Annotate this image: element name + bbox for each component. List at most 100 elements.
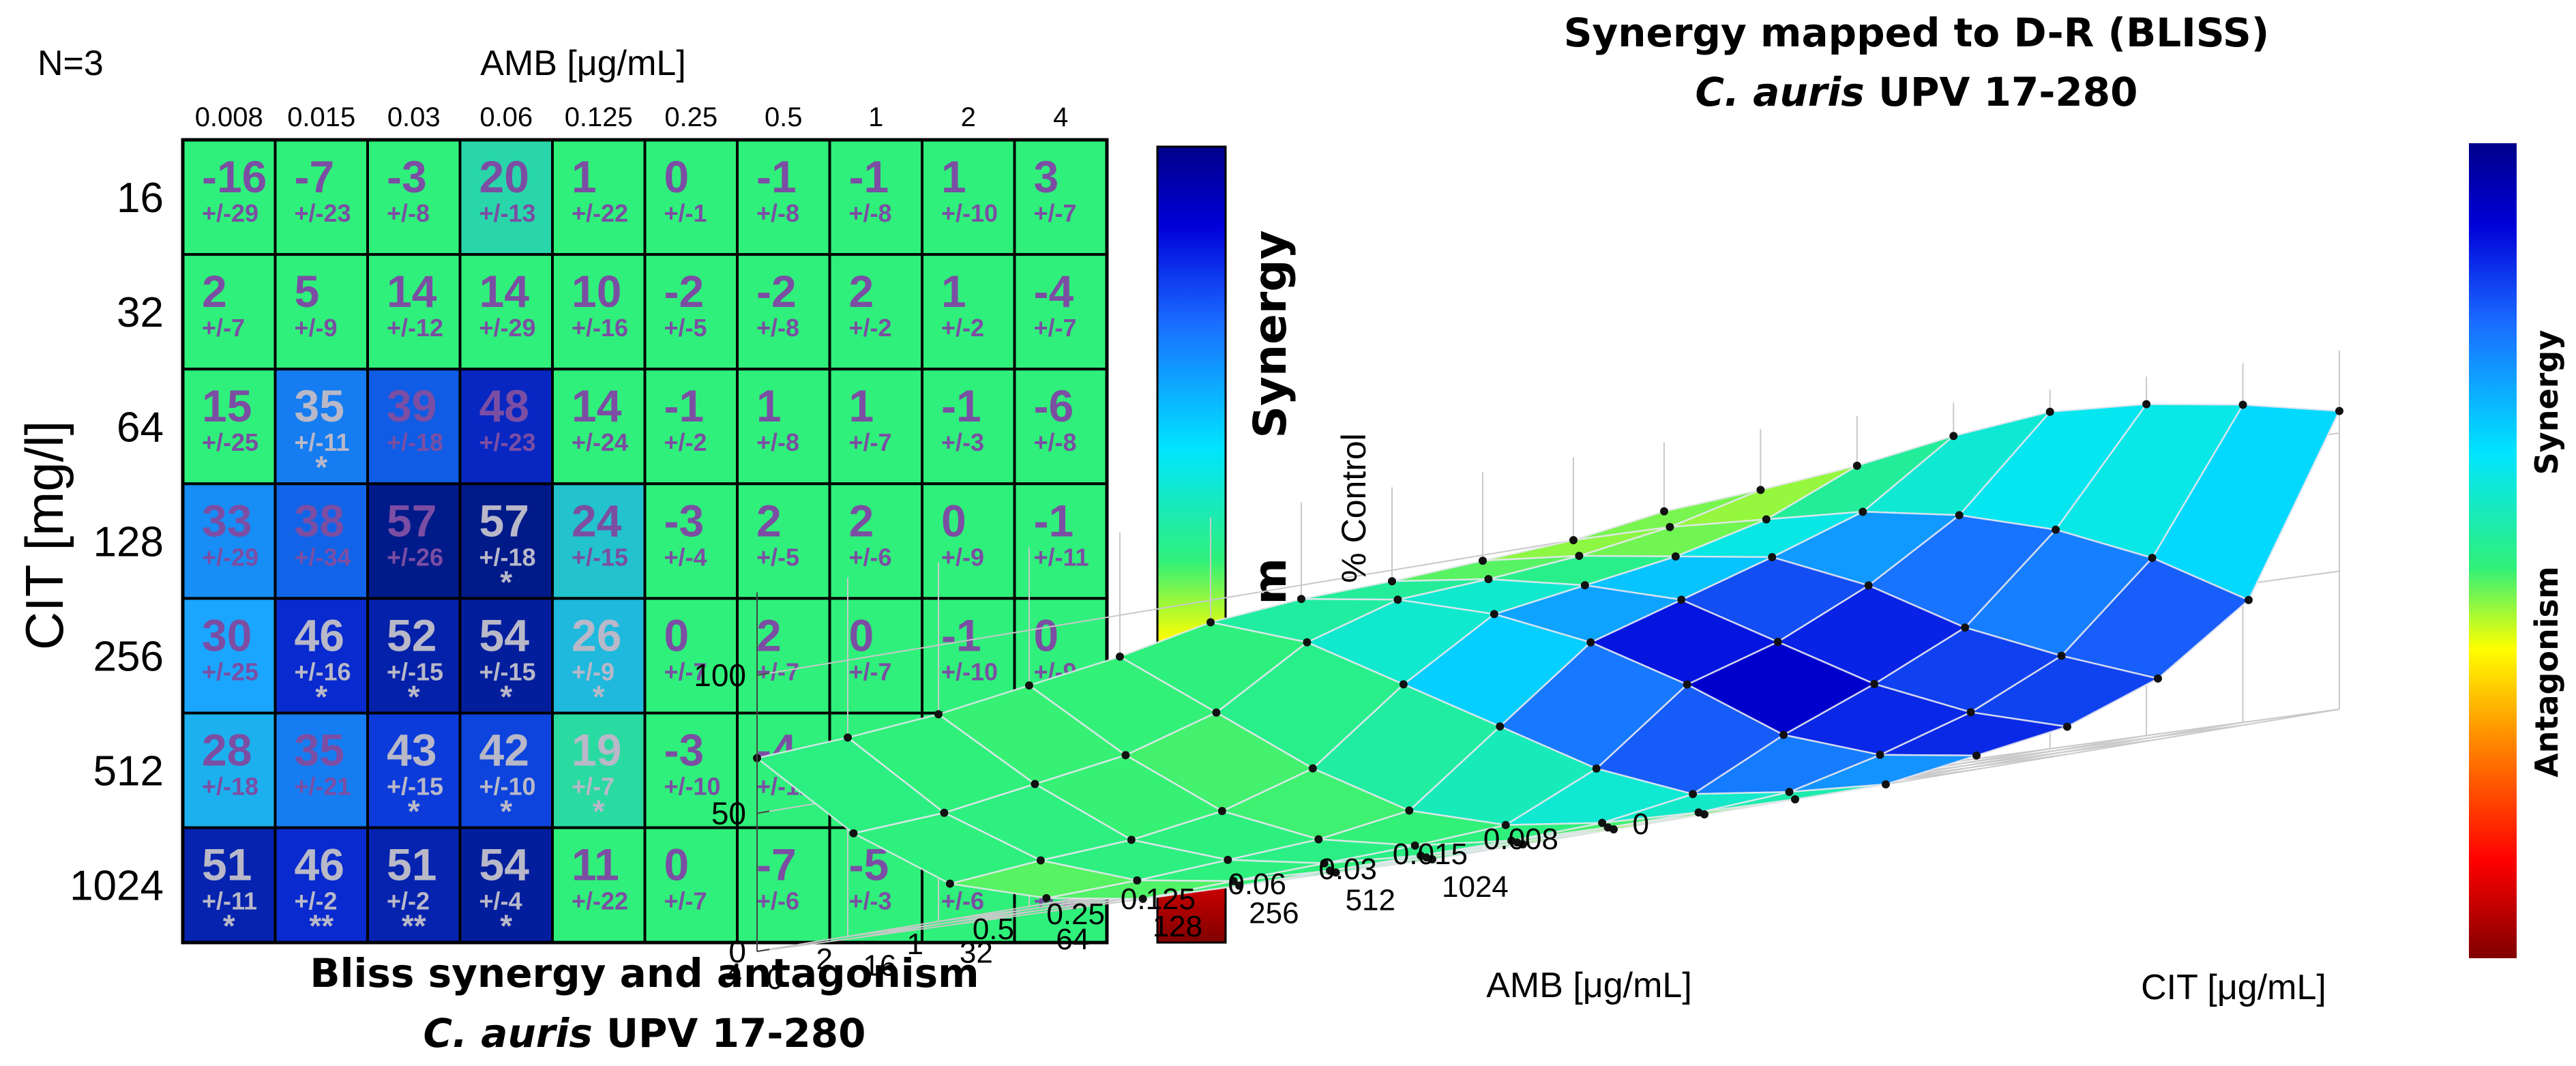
- heatmap-cell-value: -1: [941, 381, 981, 431]
- surface-data-point: [1127, 835, 1136, 844]
- surface-y-axis-title: CIT [μg/mL]: [2141, 968, 2326, 1007]
- heatmap-cell-value: 57: [387, 495, 436, 546]
- heatmap-cell: [366, 138, 462, 256]
- heatmap-cell-error: +/-7: [664, 887, 707, 915]
- surface-data-point: [1852, 461, 1861, 470]
- surface-data-point: [1388, 577, 1396, 586]
- surface-data-point: [1882, 780, 1890, 788]
- heatmap-cell-value: 19: [572, 725, 621, 775]
- heatmap-cell-value: -1: [849, 151, 889, 202]
- heatmap-cell-error: +/-10: [941, 657, 998, 685]
- heatmap-cell-error: +/-2: [664, 428, 707, 456]
- heatmap-cell-value: -1: [756, 151, 797, 202]
- heatmap-cell-error: +/-2: [387, 887, 430, 915]
- heatmap-cell-error: +/-2: [849, 314, 892, 342]
- heatmap-cell-significance: *: [500, 564, 512, 599]
- heatmap-cell-error: +/-2: [295, 887, 338, 915]
- heatmap-cell: [643, 138, 739, 256]
- heatmap-cell: [736, 253, 831, 371]
- surface-data-point: [1665, 522, 1674, 531]
- heatmap-cell-significance: *: [593, 794, 605, 829]
- heatmap-cell-error: +/-2: [941, 314, 984, 342]
- heatmap-cell-error: +/-3: [849, 887, 892, 915]
- surface-data-point: [1689, 790, 1698, 799]
- surface-x-tick: 2: [816, 943, 833, 976]
- surface-data-point: [1224, 855, 1232, 864]
- heatmap-cell-error: +/-25: [202, 428, 258, 456]
- surface-data-point: [1961, 623, 1970, 632]
- heatmap-cell-error: +/-5: [756, 543, 799, 571]
- surface-data-point: [934, 710, 943, 719]
- heatmap-cell-error: +/-18: [202, 773, 258, 801]
- surface-data-point: [1314, 835, 1323, 844]
- heatmap-cell-error: +/-6: [941, 887, 984, 915]
- heatmap-cell-value: -3: [387, 151, 427, 202]
- surface-data-point: [1785, 788, 1794, 797]
- heatmap-cell-value: 2: [849, 266, 874, 316]
- heatmap-cell-error: +/-3: [941, 428, 984, 456]
- heatmap-cell-value: 1: [572, 151, 597, 202]
- heatmap-cell-value: 46: [295, 610, 344, 660]
- heatmap-cell-value: 54: [479, 840, 530, 890]
- heatmap-cell-error: +/-8: [849, 199, 892, 227]
- surface-data-point: [1949, 432, 1958, 441]
- heatmap-cell-value: 14: [387, 266, 437, 316]
- heatmap-cell-error: +/-15: [572, 543, 628, 571]
- heatmap-cell-error: +/-7: [572, 773, 615, 801]
- surface-data-point: [1320, 859, 1329, 868]
- heatmap-cell: [458, 253, 554, 371]
- surface-colorbar-synergy-label: Synergy: [2528, 330, 2565, 475]
- heatmap-cell-value: 0: [1034, 610, 1059, 660]
- surface-z-ticks: 0 50 100: [694, 592, 770, 969]
- surface-colorbar: [2469, 143, 2517, 958]
- heatmap-x-tick: 2: [961, 102, 976, 132]
- heatmap-cell-value: 42: [479, 725, 529, 775]
- heatmap-cell-error: +/-9: [941, 543, 984, 571]
- surface-data-point: [1700, 810, 1708, 818]
- heatmap-cell-error: +/-29: [479, 314, 536, 342]
- heatmap-cell-value: -6: [1034, 381, 1074, 431]
- surface-title: Synergy mapped to D-R (BLISS): [1564, 10, 2270, 56]
- surface-x-axis-title: AMB [μg/mL]: [1486, 966, 1692, 1005]
- heatmap-cell: [366, 368, 462, 486]
- surface-x-ticks: 0 0.008 0.015 0.03 0.06 0.125 0.25 0.5 1 2 4: [726, 808, 1649, 991]
- surface-z-tick: 100: [694, 657, 746, 693]
- heatmap-cell-error: +/-10: [664, 773, 721, 801]
- surface-data-point: [2142, 400, 2151, 409]
- surface-data-point: [1405, 806, 1414, 815]
- heatmap-x-tick: 0.25: [664, 102, 717, 132]
- surface-y-tick: 64: [1056, 923, 1089, 956]
- heatmap-cell: [181, 253, 277, 371]
- heatmap-x-tick: 0.125: [565, 102, 633, 132]
- surface-data-point: [1428, 855, 1436, 863]
- heatmap-cell-error: +/-6: [756, 887, 799, 915]
- heatmap-subtitle-strain: UPV 17-280: [593, 1010, 866, 1056]
- heatmap-cell: [736, 368, 831, 486]
- surface-data-point: [1116, 652, 1124, 661]
- heatmap-cell: [643, 826, 739, 944]
- heatmap-cell-error: +/-7: [202, 314, 245, 342]
- heatmap-cell-value: 0: [941, 495, 966, 546]
- heatmap-cell: [736, 482, 831, 600]
- heatmap-cell: [1013, 253, 1108, 371]
- heatmap-cell-value: 14: [479, 266, 530, 316]
- heatmap-cell-significance: *: [500, 794, 512, 829]
- heatmap-cell: [458, 138, 554, 256]
- heatmap-cell: [181, 482, 277, 600]
- heatmap-cell-error: +/-11: [1034, 543, 1089, 571]
- surface-data-point: [1121, 751, 1130, 760]
- heatmap-cell-value: 0: [664, 151, 690, 202]
- heatmap-cell-error: +/-8: [1034, 428, 1077, 456]
- heatmap-y-tick: 1024: [70, 863, 164, 910]
- heatmap-cell-significance: *: [315, 679, 327, 714]
- surface-data-point: [1683, 680, 1691, 689]
- heatmap-cell-value: -1: [664, 381, 705, 431]
- heatmap-x-tick: 0.015: [287, 102, 355, 132]
- heatmap-cell-value: -2: [664, 266, 705, 316]
- heatmap-cell: [828, 253, 923, 371]
- heatmap-cell-value: 1: [941, 151, 966, 202]
- surface-data-point: [1870, 679, 1879, 688]
- heatmap-colorbar-synergy-label: Synergy: [1244, 230, 1297, 438]
- heatmap-cell-error: +/-7: [849, 428, 892, 456]
- heatmap-cell-error: +/-18: [387, 428, 443, 456]
